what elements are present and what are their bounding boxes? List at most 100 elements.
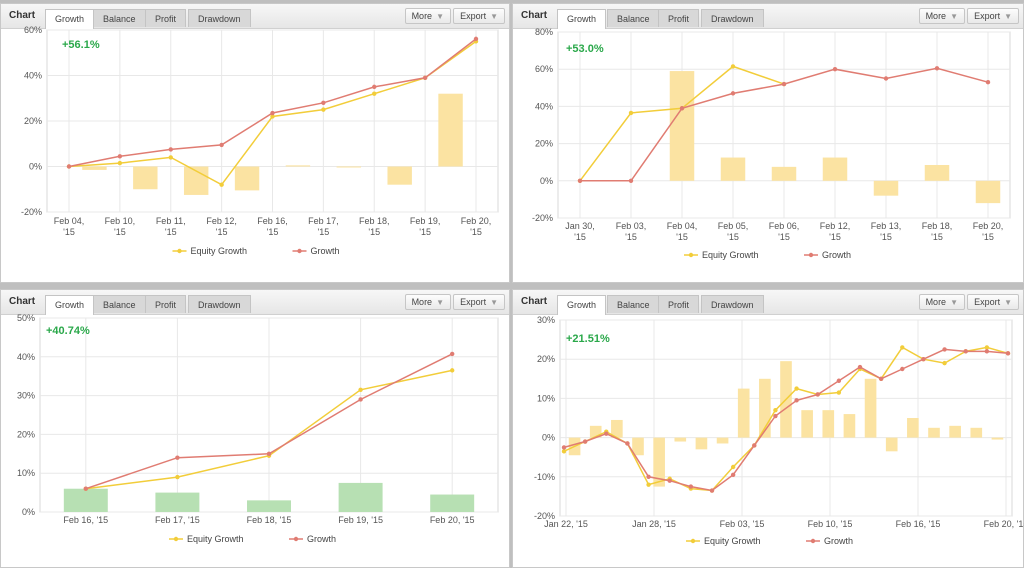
tab-profit[interactable]: Profit [145, 295, 187, 313]
more-label: More [411, 297, 433, 307]
y-tick-label: 0% [540, 176, 553, 186]
y-tick-label: 0% [22, 507, 35, 517]
bar [949, 425, 961, 438]
x-tick-label: Feb 10, '15 [808, 519, 853, 529]
data-point [175, 455, 180, 460]
export-button[interactable]: Export ▼ [453, 8, 505, 24]
data-point [752, 443, 757, 448]
x-tick-label: Feb 19, '15 [338, 515, 383, 525]
tab-growth[interactable]: Growth [557, 295, 607, 315]
export-button[interactable]: Export ▼ [453, 294, 505, 310]
data-point [321, 100, 326, 106]
bar [430, 494, 475, 512]
more-button[interactable]: More ▼ [918, 8, 965, 24]
bar [843, 414, 856, 438]
export-label: Export [460, 297, 487, 307]
export-button[interactable]: Export ▼ [967, 8, 1019, 24]
chart-label: Chart [9, 10, 36, 21]
data-point [450, 351, 455, 357]
data-point [83, 486, 89, 491]
bar [674, 437, 687, 442]
x-tick-label: Feb 04, '15 [54, 216, 85, 237]
bar [336, 166, 362, 168]
data-point [321, 107, 326, 112]
export-button[interactable]: Export ▼ [967, 294, 1019, 310]
bar [155, 492, 200, 512]
bar [885, 437, 898, 452]
tab-profit[interactable]: Profit [145, 9, 187, 27]
data-point [878, 376, 884, 381]
data-point [730, 91, 736, 96]
y-tick-label: 40% [535, 101, 553, 111]
legend-growth-label: Growth [822, 250, 851, 260]
data-point [963, 349, 968, 354]
data-point [942, 360, 947, 366]
legend-equity-label: Equity Growth [702, 250, 759, 260]
tab-drawdown[interactable]: Drawdown [701, 295, 764, 313]
bar [975, 180, 1001, 204]
y-tick-label: -20% [534, 511, 555, 521]
legend-equity-marker [173, 536, 179, 542]
export-label: Export [460, 11, 487, 21]
data-point [66, 164, 72, 169]
tab-drawdown[interactable]: Drawdown [188, 295, 251, 313]
data-point [628, 110, 634, 116]
data-point [836, 378, 842, 383]
x-tick-label: Feb 20, '15 [430, 515, 475, 525]
data-point [604, 431, 609, 436]
more-button[interactable]: More ▼ [918, 294, 965, 310]
data-point [900, 366, 905, 372]
growth-value-badge: +40.74% [46, 325, 90, 337]
y-tick-label: 80% [535, 27, 553, 37]
x-tick-label: Feb 20, '15 [984, 519, 1024, 529]
legend-equity-marker [688, 252, 694, 258]
more-label: More [411, 11, 433, 21]
x-tick-label: Feb 20, '15 [973, 221, 1004, 242]
bar [611, 419, 623, 438]
data-point [358, 397, 363, 402]
chart-toolbar: Chart Growth Balance Profit Drawdown More ▼ Exp… [1, 290, 509, 315]
x-tick-label: Feb 03, '15 [720, 519, 765, 529]
data-point [628, 178, 634, 183]
y-tick-label: 0% [542, 433, 555, 443]
bar [970, 427, 983, 438]
tab-profit[interactable]: Profit [658, 295, 700, 313]
series-line-growth [563, 348, 1009, 492]
more-button[interactable]: More ▼ [404, 294, 451, 310]
data-point [1005, 351, 1011, 356]
legend-growth-marker [293, 536, 299, 542]
data-point [688, 484, 694, 489]
data-point [730, 472, 736, 478]
chevron-down-icon: ▼ [950, 12, 958, 21]
chevron-down-icon: ▼ [950, 298, 958, 307]
bar [822, 410, 835, 438]
x-tick-label: Feb 05, '15 [718, 221, 749, 242]
x-tick-label: Feb 17, '15 [308, 216, 339, 237]
y-tick-label: 20% [537, 354, 555, 364]
x-tick-label: Feb 16, '15 [896, 519, 941, 529]
data-point [175, 474, 180, 480]
legend-growth-marker [810, 538, 816, 544]
data-point [730, 464, 736, 470]
data-point [168, 147, 173, 152]
tab-profit[interactable]: Profit [658, 9, 700, 27]
chevron-down-icon: ▼ [436, 298, 444, 307]
data-point [582, 439, 588, 444]
more-button[interactable]: More ▼ [404, 8, 451, 24]
y-tick-label: 0% [29, 162, 42, 172]
tab-growth[interactable]: Growth [557, 9, 607, 29]
tab-drawdown[interactable]: Drawdown [701, 9, 764, 27]
data-point [942, 347, 947, 352]
bar [653, 437, 665, 487]
x-tick-label: Feb 18, '15 [359, 216, 390, 237]
tab-drawdown[interactable]: Drawdown [188, 9, 251, 27]
data-point [921, 357, 926, 362]
chevron-down-icon: ▼ [1004, 12, 1012, 21]
bar [771, 166, 797, 181]
data-point [358, 387, 363, 392]
bar [873, 180, 899, 196]
data-point [794, 398, 799, 403]
legend-growth-label: Growth [824, 536, 853, 546]
y-tick-label: 20% [24, 116, 42, 126]
